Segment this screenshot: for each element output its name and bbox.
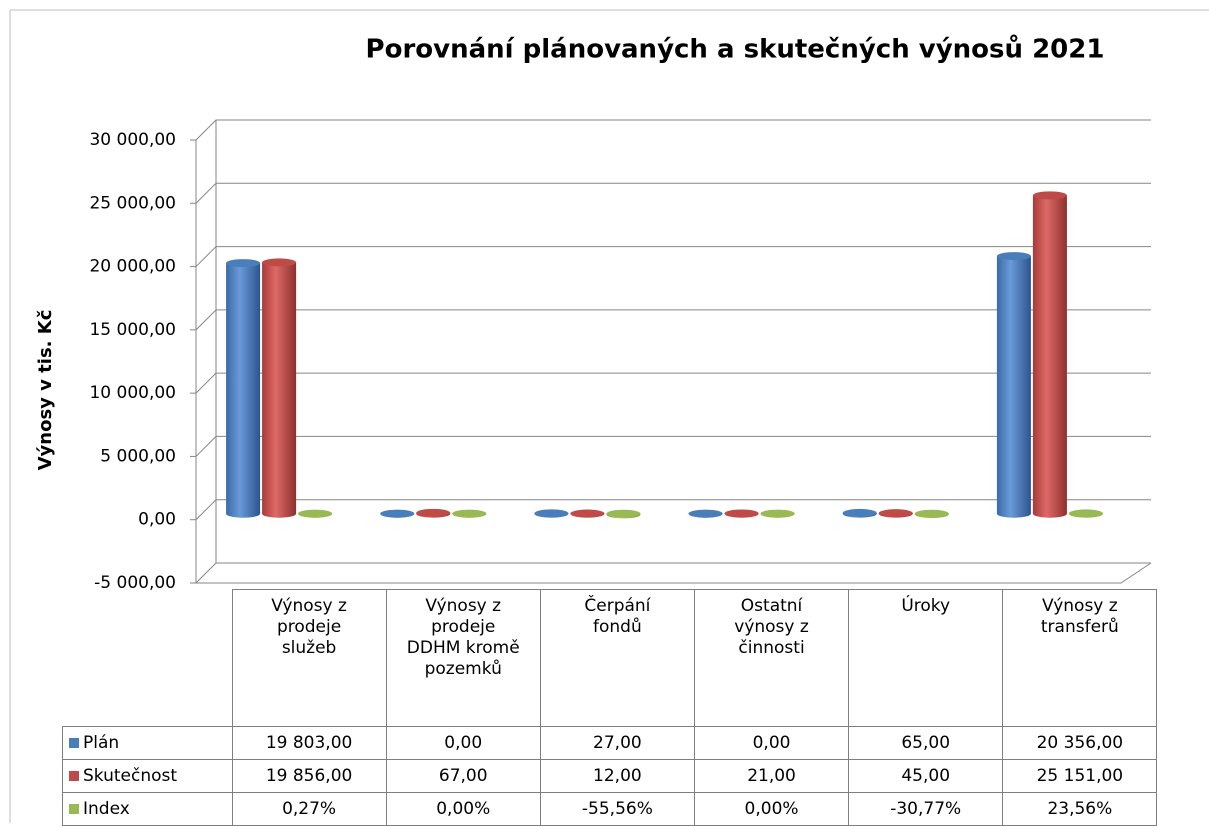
bar-top (915, 510, 949, 518)
table-value: 45,00 (849, 760, 1003, 793)
bar-top (452, 510, 486, 518)
table-value: -30,77% (849, 793, 1003, 826)
table-value: 23,56% (1003, 793, 1157, 826)
grid-line (196, 183, 1151, 203)
y-tick-label: 0,00 (138, 510, 176, 530)
grid-line (196, 120, 1151, 140)
y-tick-label: 30 000,00 (89, 130, 176, 150)
table-value: 19 856,00 (232, 760, 386, 793)
bar-top (570, 510, 604, 518)
bar-top (262, 258, 296, 266)
legend-swatch (69, 738, 79, 748)
table-value: 0,00 (386, 727, 540, 760)
table-value: 27,00 (540, 727, 694, 760)
bar-top (761, 510, 795, 518)
bar-top (997, 252, 1031, 260)
y-tick-label: 10 000,00 (89, 383, 176, 403)
table-value: 12,00 (540, 760, 694, 793)
table-value: 67,00 (386, 760, 540, 793)
y-tick-label: 5 000,00 (100, 446, 176, 466)
legend-label: Index (83, 799, 130, 819)
legend-swatch (69, 804, 79, 814)
legend-entry: Skutečnost (63, 760, 233, 793)
legend-entry: Index (63, 793, 233, 826)
bar-top (689, 510, 723, 518)
legend-swatch (69, 771, 79, 781)
category-label: Úroky (849, 590, 1003, 727)
bar-top (843, 509, 877, 517)
bar-top (416, 509, 450, 517)
floor-edge (196, 563, 1151, 583)
table-value: -55,56% (540, 793, 694, 826)
bar-top (725, 509, 759, 517)
bar-base (262, 510, 296, 518)
table-value: 0,00% (694, 793, 848, 826)
category-label: Ostatní výnosy z činnosti (694, 590, 848, 727)
table-value: 0,00% (386, 793, 540, 826)
bar-base (997, 510, 1031, 518)
table-value: 21,00 (694, 760, 848, 793)
bar (1033, 195, 1067, 513)
y-tick-label: 25 000,00 (89, 193, 176, 213)
table-value: 20 356,00 (1003, 727, 1157, 760)
y-axis-label: Výnosy v tis. Kč (35, 310, 56, 471)
table-value: 25 151,00 (1003, 760, 1157, 793)
bar-top (380, 510, 414, 518)
bar-top (226, 259, 260, 267)
category-label: Výnosy z transferů (1003, 590, 1157, 727)
bar-top (1069, 509, 1103, 517)
table-value: 0,00 (694, 727, 848, 760)
legend-label: Plán (83, 733, 119, 753)
legend-label: Skutečnost (83, 766, 177, 786)
bar (262, 262, 296, 513)
bar (226, 263, 260, 514)
category-label: Výnosy z prodeje DDHM kromě pozemků (386, 590, 540, 727)
bar-top (606, 510, 640, 518)
category-label: Čerpání fondů (540, 590, 694, 727)
bar-base (226, 510, 260, 518)
chart-title: Porovnání plánovaných a skutečných výnos… (366, 34, 1105, 65)
grid-line (196, 563, 1151, 583)
y-tick-label: 15 000,00 (89, 320, 176, 340)
bar-base (1033, 510, 1067, 518)
category-label: Výnosy z prodeje služeb (232, 590, 386, 727)
table-value: 0,27% (232, 793, 386, 826)
bar (997, 256, 1031, 514)
y-tick-label: 20 000,00 (89, 257, 176, 277)
bar-top (879, 509, 913, 517)
bar-top (298, 510, 332, 518)
legend-entry: Plán (63, 727, 233, 760)
table-value: 65,00 (849, 727, 1003, 760)
bar-top (534, 509, 568, 517)
blank-cell (63, 590, 233, 727)
table-value: 19 803,00 (232, 727, 386, 760)
bar-top (1033, 191, 1067, 199)
